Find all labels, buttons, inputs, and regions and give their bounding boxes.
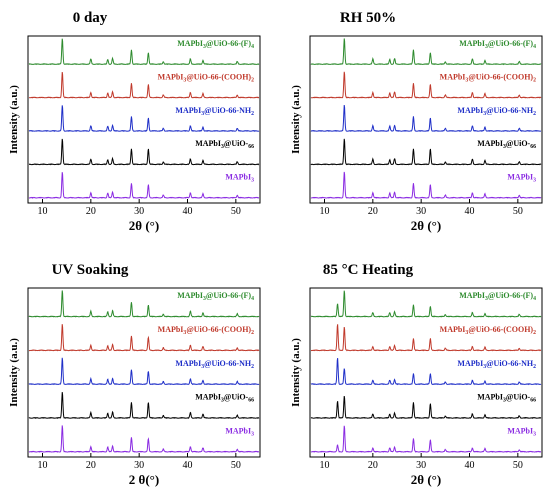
trace-uio66-cooh2 bbox=[28, 71, 260, 99]
x-tick-label: 10 bbox=[38, 206, 48, 217]
x-tick-label: 40 bbox=[465, 206, 475, 217]
series-label: MAPbI3@UiO-66 bbox=[477, 139, 536, 150]
series-label: MAPbI3@UiO-66-(F)4 bbox=[459, 291, 536, 302]
trace-mapbi3 bbox=[28, 425, 260, 453]
series-label: MAPbI3 bbox=[225, 173, 254, 184]
trace-uio66-f4 bbox=[28, 38, 260, 66]
plot-frame bbox=[309, 35, 543, 204]
trace-uio66-f4 bbox=[310, 38, 542, 66]
series-label: MAPbI3@UiO-66 bbox=[195, 393, 254, 404]
x-tick-label: 40 bbox=[465, 460, 475, 471]
panel-title: 0 day bbox=[73, 10, 108, 26]
x-axis-label: 2θ (°) bbox=[411, 218, 441, 233]
x-tick-label: 20 bbox=[86, 206, 96, 217]
trace-mapbi3 bbox=[310, 171, 542, 199]
trace-uio66-f4 bbox=[310, 290, 542, 318]
series-label: MAPbI3@UiO-66 bbox=[477, 393, 536, 404]
series-label: MAPbI3@UiO-66-NH2 bbox=[457, 106, 536, 117]
series-label: MAPbI3@UiO-66-(F)4 bbox=[177, 291, 254, 302]
x-tick-label: 30 bbox=[416, 206, 426, 217]
x-axis-label: 2θ (°) bbox=[411, 472, 441, 487]
y-axis-label: Intensity (a.u.) bbox=[290, 338, 302, 407]
trace-uio66-f4 bbox=[28, 290, 260, 318]
x-tick-label: 50 bbox=[231, 206, 241, 217]
series-label: MAPbI3 bbox=[507, 426, 536, 437]
x-tick-label: 50 bbox=[231, 460, 241, 471]
trace-uio66-cooh2 bbox=[310, 71, 542, 99]
x-tick-label: 50 bbox=[513, 460, 523, 471]
plot-frame bbox=[309, 287, 543, 458]
series-label: MAPbI3@UiO-66-(COOH)2 bbox=[440, 72, 536, 83]
y-axis-label: Intensity (a.u.) bbox=[8, 338, 20, 407]
trace-uio66-cooh2 bbox=[28, 324, 260, 352]
x-tick-label: 20 bbox=[86, 460, 96, 471]
trace-uio66 bbox=[28, 138, 260, 166]
trace-mapbi3 bbox=[28, 172, 260, 199]
y-axis-label: Intensity (a.u.) bbox=[8, 85, 20, 154]
x-tick-label: 50 bbox=[513, 206, 523, 217]
series-label: MAPbI3 bbox=[225, 426, 254, 437]
plot-frame bbox=[27, 287, 261, 458]
panel-title: 85 °C Heating bbox=[323, 262, 414, 278]
series-label: MAPbI3@UiO-66-NH2 bbox=[175, 359, 254, 370]
series-label: MAPbI3@UiO-66-(F)4 bbox=[177, 39, 254, 50]
series-label: MAPbI3@UiO-66-NH2 bbox=[457, 359, 536, 370]
x-tick-label: 40 bbox=[183, 206, 193, 217]
x-tick-label: 10 bbox=[320, 460, 330, 471]
trace-uio66 bbox=[28, 392, 260, 419]
trace-uio66 bbox=[310, 395, 542, 420]
x-tick-label: 40 bbox=[183, 460, 193, 471]
trace-uio66 bbox=[310, 138, 542, 166]
series-label: MAPbI3@UiO-66-(F)4 bbox=[459, 39, 536, 50]
series-label: MAPbI3 bbox=[507, 173, 536, 184]
series-label: MAPbI3@UiO-66 bbox=[195, 139, 254, 150]
trace-uio66-cooh2 bbox=[310, 324, 542, 352]
trace-uio66-nh2 bbox=[28, 105, 260, 133]
trace-uio66-nh2 bbox=[310, 104, 542, 133]
series-label: MAPbI3@UiO-66-(COOH)2 bbox=[158, 325, 254, 336]
x-tick-label: 10 bbox=[320, 206, 330, 217]
x-tick-label: 20 bbox=[368, 460, 378, 471]
x-tick-label: 30 bbox=[416, 460, 426, 471]
x-tick-label: 30 bbox=[134, 460, 144, 471]
trace-mapbi3 bbox=[310, 425, 542, 453]
series-label: MAPbI3@UiO-66-(COOH)2 bbox=[158, 72, 254, 83]
trace-uio66-nh2 bbox=[28, 357, 260, 386]
x-tick-label: 20 bbox=[368, 206, 378, 217]
panel-title: UV Soaking bbox=[52, 262, 129, 278]
panel-title: RH 50% bbox=[340, 10, 396, 26]
plot-frame bbox=[27, 35, 261, 204]
x-axis-label: 2 θ(°) bbox=[129, 472, 159, 487]
x-tick-label: 10 bbox=[38, 460, 48, 471]
trace-uio66-nh2 bbox=[310, 358, 542, 386]
series-label: MAPbI3@UiO-66-(COOH)2 bbox=[440, 325, 536, 336]
y-axis-label: Intensity (a.u.) bbox=[290, 85, 302, 154]
x-tick-label: 30 bbox=[134, 206, 144, 217]
x-axis-label: 2θ (°) bbox=[129, 218, 159, 233]
series-label: MAPbI3@UiO-66-NH2 bbox=[175, 106, 254, 117]
